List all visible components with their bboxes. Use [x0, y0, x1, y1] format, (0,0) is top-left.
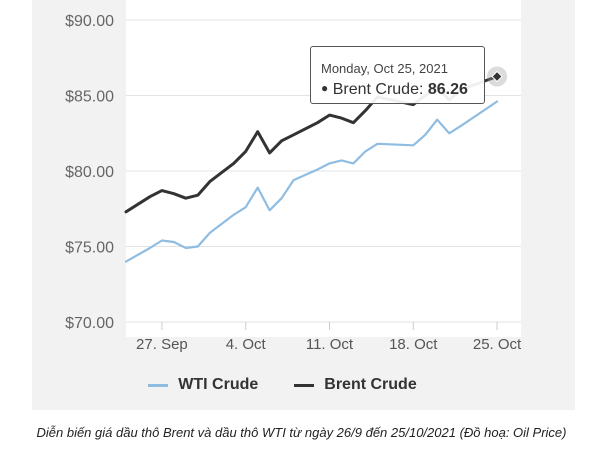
hover-point-marker — [491, 70, 503, 83]
legend-swatch-brent — [294, 383, 315, 387]
line-chart: $70.00 $75.00 $80.00 $85.00 $90.00 27. Sep 4.… — [65, 13, 522, 353]
legend-label-wti: WTI Crude — [178, 376, 259, 393]
legend-item-wti[interactable]: WTI Crude — [148, 376, 258, 394]
figure-caption: Diễn biến giá dầu thô Brent và dầu thô W… — [36, 425, 567, 440]
tooltip-value: 86.26 — [427, 81, 468, 98]
y-tick-label: $90.00 — [65, 13, 114, 30]
tooltip-bullet-icon: ● — [321, 81, 329, 95]
x-tick-label: 18. Oct — [389, 336, 438, 353]
legend-swatch-wti — [148, 383, 169, 387]
x-tick-label: 4. Oct — [226, 336, 267, 353]
y-axis-ticks: $70.00 $75.00 $80.00 $85.00 $90.00 — [65, 13, 114, 332]
tooltip-date: Monday, Oct 25, 2021 — [321, 61, 448, 76]
series-layer — [124, 75, 499, 263]
tooltip-row: ● Brent Crude: 86.26 — [321, 81, 484, 99]
tooltip: Monday, Oct 25, 2021 ● Brent Crude: 86.2… — [310, 46, 485, 104]
x-tick-label: 25. Oct — [473, 336, 522, 353]
wti-series-line — [124, 100, 499, 263]
marker-layer — [487, 66, 508, 87]
x-tick-label: 27. Sep — [136, 336, 188, 353]
legend-label-brent: Brent Crude — [324, 376, 417, 393]
tooltip-series-label: Brent Crude: — [332, 81, 424, 98]
y-tick-label: $75.00 — [65, 240, 114, 257]
x-tick-label: 11. Oct — [306, 336, 354, 353]
y-tick-label: $70.00 — [65, 315, 114, 332]
x-axis-ticks: 27. Sep 4. Oct 11. Oct 18. Oct 25. Oct — [136, 322, 522, 353]
y-tick-label: $80.00 — [65, 164, 114, 181]
legend-item-brent[interactable]: Brent Crude — [294, 376, 417, 394]
legend: WTI Crude Brent Crude — [0, 376, 577, 394]
y-tick-label: $85.00 — [65, 89, 114, 106]
